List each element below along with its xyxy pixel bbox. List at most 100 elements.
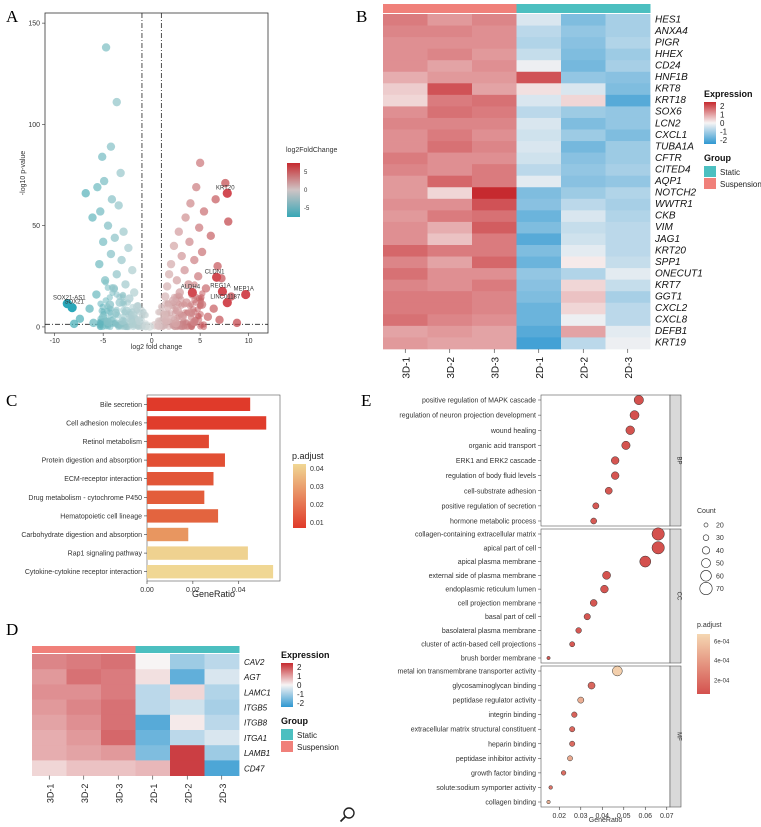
heatmap-cell <box>561 106 606 119</box>
data-point <box>180 266 189 275</box>
heatmap-cell <box>101 654 136 670</box>
heatmap-cell <box>516 117 562 130</box>
heatmap-cell <box>561 245 606 257</box>
heatmap-cell <box>472 279 517 292</box>
magnifier-icon <box>339 807 355 823</box>
heatmap-cell <box>516 94 562 107</box>
heatmap-cell <box>101 699 136 716</box>
count-legend-label: 60 <box>716 573 724 580</box>
heatmap-cell <box>427 233 473 246</box>
term-dot <box>651 527 665 541</box>
heatmap-cell <box>516 268 562 281</box>
data-point <box>145 322 154 331</box>
expression-colorbar <box>704 102 716 144</box>
heatmap-cell <box>135 669 171 685</box>
heatmap-cell <box>605 279 651 292</box>
x-tick-label: 0.05 <box>617 813 631 820</box>
term-label: growth factor binding <box>471 770 536 777</box>
expression-legend-tick: -2 <box>720 136 728 145</box>
heatmap-cell <box>516 302 562 315</box>
legend-tick: 5 <box>304 170 308 176</box>
panel-e-dotplot: BP positive regulation of MAPK cascade reg… <box>398 394 730 824</box>
x-tick-label: 0.06 <box>638 813 652 820</box>
gene-label: HES1 <box>655 14 681 25</box>
heatmap-cell <box>66 669 102 685</box>
heatmap-cell <box>32 684 67 700</box>
data-point <box>88 213 97 222</box>
heatmap-cell <box>427 187 473 200</box>
heatmap-cell <box>516 83 562 96</box>
data-point <box>81 189 90 198</box>
highlight-label: ALDH4 <box>181 284 201 290</box>
heatmap-cell <box>472 268 517 281</box>
facet-strip <box>669 528 682 664</box>
bar <box>147 527 189 542</box>
heatmap-cell <box>170 669 205 685</box>
column-label: 3D-1 <box>45 784 55 804</box>
group-bar-cell <box>204 646 240 653</box>
facet-strip <box>669 394 682 527</box>
heatmap-cell <box>170 699 205 716</box>
count-legend-dot <box>699 581 713 595</box>
x-axis-title: log2 fold change <box>131 344 182 351</box>
data-point <box>199 207 209 216</box>
legend-tick: -5 <box>304 206 310 212</box>
data-point <box>181 323 188 330</box>
data-point <box>193 272 203 281</box>
heatmap-cell <box>135 699 171 716</box>
heatmap-cell <box>427 268 473 281</box>
data-point <box>178 312 187 321</box>
data-point <box>184 280 193 289</box>
column-label: 2D-3 <box>624 357 635 379</box>
highlight-label: REG1A <box>210 283 230 289</box>
heatmap-cell <box>472 152 517 165</box>
heatmap-cell <box>383 37 428 50</box>
heatmap-cell <box>427 325 473 338</box>
heatmap-cell <box>383 48 428 61</box>
data-point <box>116 168 125 178</box>
data-point <box>114 201 123 210</box>
gene-label: CFTR <box>655 153 682 164</box>
heatmap-cell <box>204 760 240 776</box>
heatmap-cell <box>427 175 473 188</box>
expression-legend-tick: 0 <box>720 119 725 128</box>
facet-label: BP <box>676 456 682 464</box>
heatmap-cell <box>427 337 473 350</box>
data-point <box>191 281 198 288</box>
legend-tick: 0.01 <box>310 520 324 527</box>
count-legend-dot <box>700 570 712 582</box>
gene-label: AQP1 <box>654 176 682 187</box>
group-bar-cell <box>561 4 606 13</box>
heatmap-cell <box>101 745 136 761</box>
heatmap-cell <box>516 233 562 246</box>
x-tick-label: 0.04 <box>595 813 609 820</box>
heatmap-cell <box>561 198 606 211</box>
gene-label: WWTR1 <box>655 199 693 210</box>
data-point <box>213 261 222 271</box>
data-point <box>163 302 173 311</box>
facet-strip <box>669 665 682 808</box>
panel-d-heatmap: CAV2 AGT LAMC1 ITGB5 ITGB8 ITGA1 LAMB1 CD47 3D-1… <box>32 646 339 803</box>
gene-label: LAMB1 <box>244 749 270 758</box>
facet-cc: CC collagen-containing extracellular matr… <box>415 527 682 664</box>
heatmap-cell <box>32 730 67 746</box>
heatmap-cell <box>383 337 428 350</box>
heatmap-cell <box>605 117 651 130</box>
expression-legend-tick: 1 <box>297 672 302 681</box>
data-point <box>186 199 195 208</box>
heatmap-cell <box>204 669 240 685</box>
data-point <box>101 43 111 52</box>
term-dot <box>629 410 640 420</box>
heatmap-cell <box>605 268 651 281</box>
data-point <box>190 317 199 327</box>
data-point <box>176 301 183 308</box>
heatmap-cell <box>472 233 517 246</box>
data-point <box>103 221 113 230</box>
heatmap-cell <box>427 210 473 223</box>
heatmap-cell <box>472 117 517 130</box>
data-point <box>117 255 126 265</box>
heatmap-cell <box>383 233 428 246</box>
heatmap-cell <box>32 699 67 716</box>
term-dot <box>600 585 609 594</box>
data-point <box>75 314 85 324</box>
